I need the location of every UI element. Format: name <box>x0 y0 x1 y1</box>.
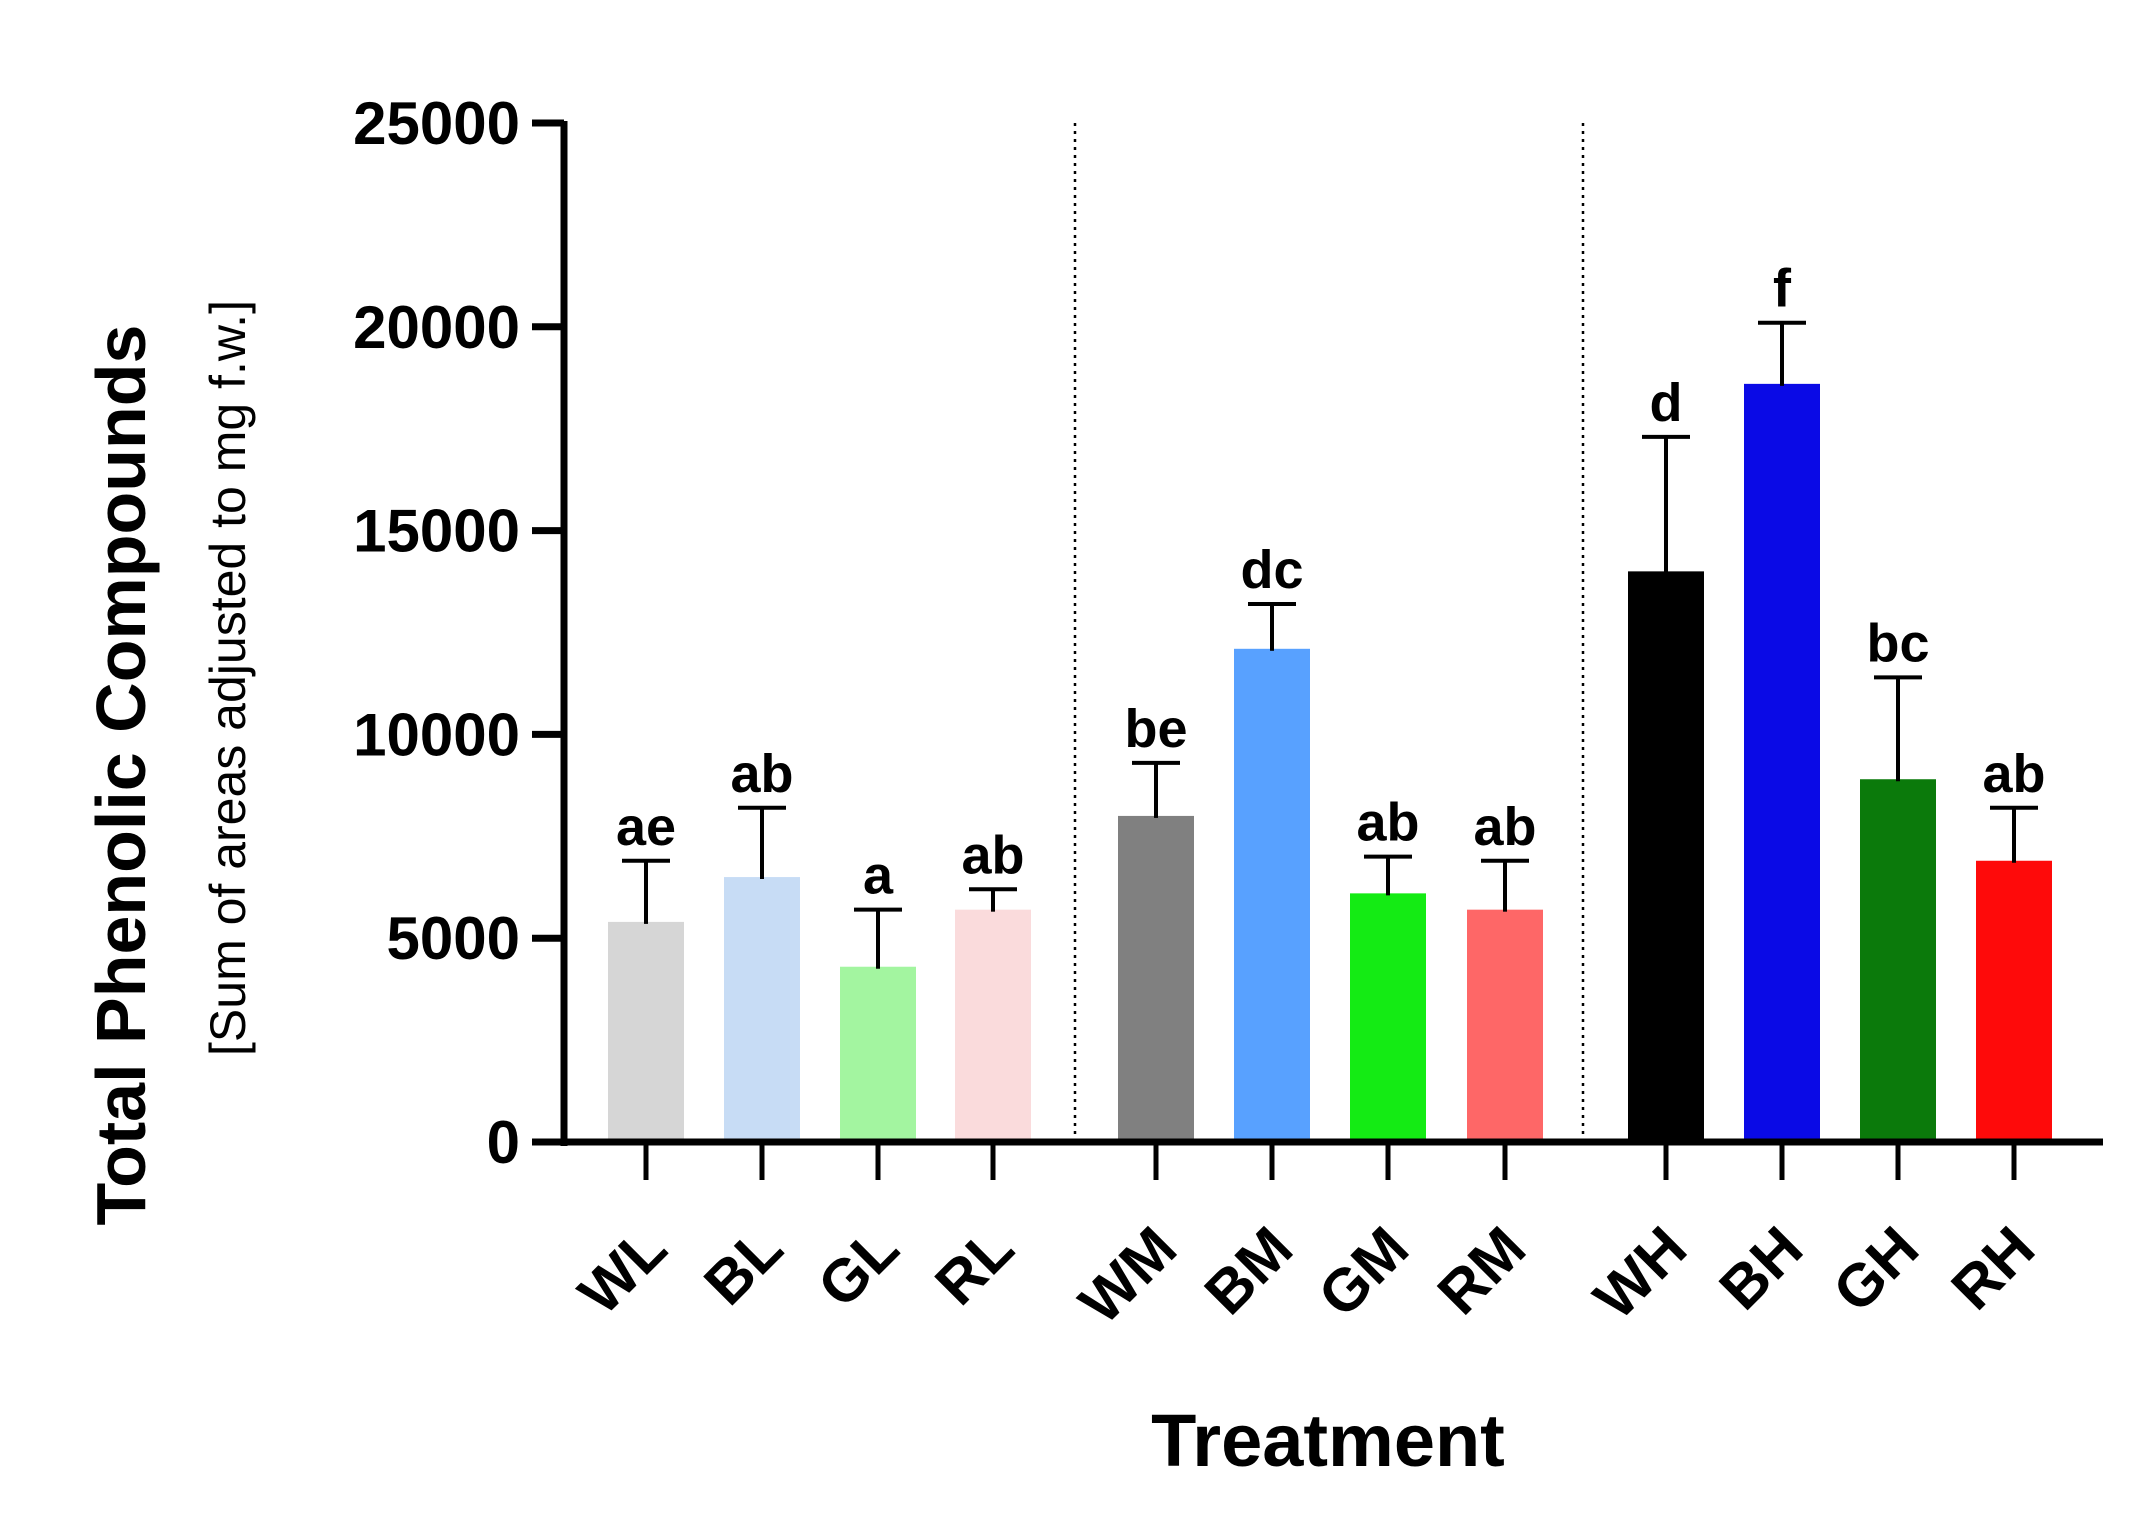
bar-GL <box>840 966 916 1142</box>
group-separators <box>1073 123 1585 1142</box>
x-tick-label-RM: RM <box>1425 1214 1538 1327</box>
y-axis-subtitle: [Sum of areas adjusted to mg f.w.] <box>200 300 256 1056</box>
y-ticks: 0 5000 10000 15000 20000 25000 <box>353 90 564 1176</box>
y-tick-label-25000: 25000 <box>353 90 520 157</box>
x-tick-label-GL: GL <box>805 1214 911 1320</box>
bar-GM <box>1350 893 1426 1142</box>
significance-label-RL: ab <box>961 825 1024 885</box>
significance-label-WM: be <box>1124 699 1187 759</box>
x-ticks: WL BL GL RL WM BM GM RM WH BH GH RH <box>566 1142 2047 1337</box>
error-bars <box>622 320 2038 969</box>
bar-RH <box>1976 860 2052 1142</box>
x-tick-label-WH: WH <box>1581 1214 1699 1332</box>
significance-label-GH: bc <box>1866 613 1929 673</box>
bars <box>608 383 2052 1142</box>
x-tick-label-WM: WM <box>1066 1214 1189 1337</box>
y-tick-label-10000: 10000 <box>353 701 520 768</box>
significance-label-WL: ae <box>616 797 676 857</box>
x-tick-label-GM: GM <box>1305 1214 1421 1330</box>
bar-WM <box>1118 815 1194 1142</box>
bar-RM <box>1467 909 1543 1142</box>
significance-label-GL: a <box>863 846 894 906</box>
significance-label-BL: ab <box>730 744 793 804</box>
x-tick-label-RH: RH <box>1939 1214 2048 1323</box>
y-tick-label-5000: 5000 <box>387 905 520 972</box>
x-tick-label-WL: WL <box>566 1214 679 1327</box>
bar-WH <box>1628 571 1704 1142</box>
x-tick-label-BH: BH <box>1707 1214 1816 1323</box>
significance-label-BH: f <box>1773 259 1792 319</box>
bar-BM <box>1234 648 1310 1142</box>
x-tick-label-BM: BM <box>1192 1214 1305 1327</box>
bar-BH <box>1744 383 1820 1142</box>
significance-label-RM: ab <box>1473 797 1536 857</box>
y-tick-label-15000: 15000 <box>353 498 520 565</box>
x-axis-title: Treatment <box>1151 1399 1505 1482</box>
y-axis-title: Total Phenolic Compounds <box>82 325 160 1226</box>
bar-BL <box>724 877 800 1142</box>
x-tick-label-RL: RL <box>922 1214 1026 1318</box>
x-tick-label-BL: BL <box>691 1214 795 1318</box>
bar-WL <box>608 921 684 1142</box>
y-tick-label-0: 0 <box>487 1109 520 1176</box>
significance-label-GM: ab <box>1356 793 1419 853</box>
bar-RL <box>955 909 1031 1142</box>
y-axis-title-group: Total Phenolic Compounds <box>82 325 160 1226</box>
significance-label-BM: dc <box>1240 540 1303 600</box>
bar-GH <box>1860 779 1936 1142</box>
significance-label-WH: d <box>1650 373 1683 433</box>
x-tick-label-GH: GH <box>1820 1214 1931 1325</box>
y-axis-subtitle-group: [Sum of areas adjusted to mg f.w.] <box>200 300 256 1056</box>
axes <box>560 121 2103 1146</box>
significance-label-RH: ab <box>1982 744 2045 804</box>
y-tick-label-20000: 20000 <box>353 294 520 361</box>
